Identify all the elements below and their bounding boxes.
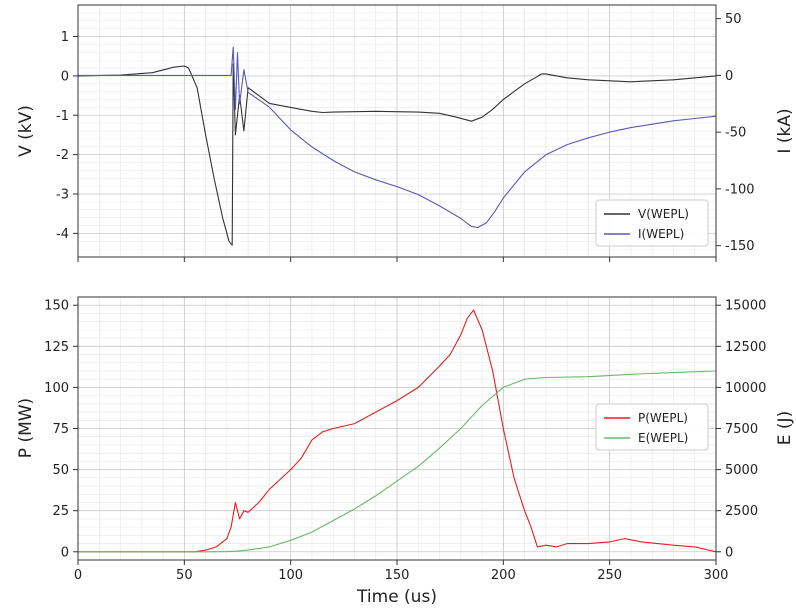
- bottom-ticks: 0 50 100 150 200 250 300 0 25 50 75 100 125 150 0 2500 5…: [44, 299, 766, 583]
- top-legend-label: V(WEPL): [638, 207, 689, 221]
- top-y-right-tick-label: -50: [725, 126, 746, 141]
- bottom-y-right-tick-label: 12500: [725, 340, 766, 355]
- bottom-y-tick-label: 125: [44, 340, 69, 355]
- top-y-right-tick-label: 0: [725, 69, 733, 84]
- top-y-tick-label: -2: [56, 148, 69, 163]
- top-y-right-tick-label: -100: [725, 182, 755, 197]
- top-series-line-primary: [78, 63, 716, 246]
- bottom-legend: P(WEPL) E(WEPL): [595, 403, 709, 451]
- bottom-y-right-tick-label: 15000: [725, 299, 766, 314]
- bottom-y-right-tick-label: 7500: [725, 422, 758, 437]
- bottom-lines: [78, 309, 716, 553]
- bottom-y-right-tick-label: 2500: [725, 504, 758, 519]
- bottom-y-right-tick-label: 10000: [725, 381, 766, 396]
- bottom-y-tick-label: 150: [44, 299, 69, 314]
- bottom-y-tick-label: 25: [52, 504, 69, 519]
- bottom-legend-label: P(WEPL): [638, 411, 688, 425]
- bottom-x-tick-label: 300: [704, 568, 729, 583]
- top-legend-label: I(WEPL): [638, 227, 684, 241]
- bottom-chart: 0 50 100 150 200 250 300 0 25 50 75 100 125 150 0 2500 5…: [16, 296, 795, 607]
- top-lines: [78, 46, 716, 246]
- top-y-tick-label: -1: [56, 109, 69, 124]
- top-y-tick-label: 0: [61, 69, 69, 84]
- bottom-y-right-tick-label: 5000: [725, 463, 758, 478]
- bottom-series-line-secondary: [78, 370, 716, 553]
- bottom-y-tick-label: 75: [52, 422, 69, 437]
- top-y-axis-label: V (kV): [16, 105, 36, 157]
- bottom-x-tick-label: 100: [278, 568, 303, 583]
- x-axis-label: Time (us): [356, 587, 437, 607]
- bottom-y-tick-label: 100: [44, 381, 69, 396]
- bottom-y-tick-label: 0: [61, 545, 69, 560]
- top-legend: V(WEPL) I(WEPL): [595, 199, 709, 247]
- bottom-legend-label: E(WEPL): [638, 431, 688, 445]
- bottom-x-tick-label: 50: [176, 568, 193, 583]
- top-y-tick-label: -3: [56, 188, 69, 203]
- bottom-x-tick-label: 0: [74, 568, 82, 583]
- top-y-right-tick-label: -150: [725, 239, 755, 254]
- bottom-x-tick-label: 200: [491, 568, 516, 583]
- bottom-y-right-tick-label: 0: [725, 545, 733, 560]
- bottom-y-right-axis-label: E (J): [775, 411, 795, 445]
- top-series-line-secondary: [78, 46, 716, 229]
- bottom-series-line-primary: [78, 309, 716, 553]
- top-ticks: -4 -3 -2 -1 0 1 -150 -100 -50 0 50: [56, 12, 755, 262]
- bottom-y-axis-label: P (MW): [16, 398, 36, 458]
- top-y-tick-label: 1: [61, 30, 69, 45]
- top-y-right-axis-label: I (kA): [775, 108, 795, 153]
- top-y-tick-label: -4: [56, 227, 69, 242]
- bottom-y-tick-label: 50: [52, 463, 69, 478]
- bottom-x-tick-label: 250: [597, 568, 622, 583]
- top-y-right-tick-label: 50: [725, 12, 742, 27]
- bottom-x-tick-label: 150: [385, 568, 410, 583]
- top-chart: -4 -3 -2 -1 0 1 -150 -100 -50 0 50 V (kV) I (kA) V…: [16, 4, 795, 262]
